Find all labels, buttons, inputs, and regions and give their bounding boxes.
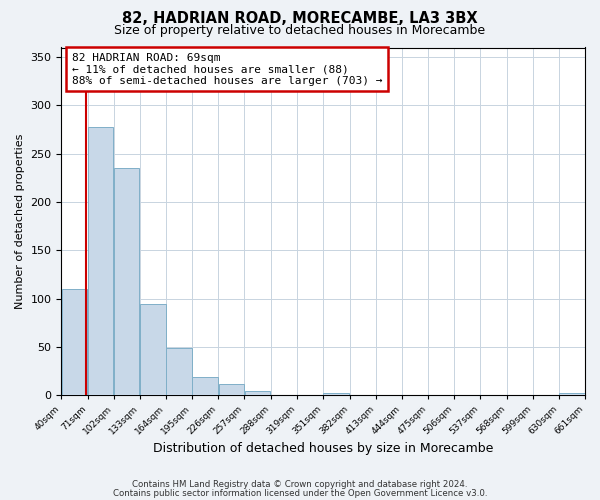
Bar xyxy=(140,304,166,396)
Bar xyxy=(193,377,218,396)
Bar xyxy=(218,384,244,396)
X-axis label: Distribution of detached houses by size in Morecambe: Distribution of detached houses by size … xyxy=(153,442,493,455)
Text: Contains public sector information licensed under the Open Government Licence v3: Contains public sector information licen… xyxy=(113,488,487,498)
Bar xyxy=(62,289,87,396)
Bar xyxy=(88,126,113,396)
Bar xyxy=(323,394,349,396)
Bar xyxy=(245,390,270,396)
Bar xyxy=(559,394,584,396)
Bar xyxy=(166,348,192,396)
Text: 82, HADRIAN ROAD, MORECAMBE, LA3 3BX: 82, HADRIAN ROAD, MORECAMBE, LA3 3BX xyxy=(122,11,478,26)
Text: Contains HM Land Registry data © Crown copyright and database right 2024.: Contains HM Land Registry data © Crown c… xyxy=(132,480,468,489)
Text: Size of property relative to detached houses in Morecambe: Size of property relative to detached ho… xyxy=(115,24,485,37)
Y-axis label: Number of detached properties: Number of detached properties xyxy=(15,134,25,309)
Bar xyxy=(114,168,139,396)
Text: 82 HADRIAN ROAD: 69sqm
← 11% of detached houses are smaller (88)
88% of semi-det: 82 HADRIAN ROAD: 69sqm ← 11% of detached… xyxy=(72,52,382,86)
